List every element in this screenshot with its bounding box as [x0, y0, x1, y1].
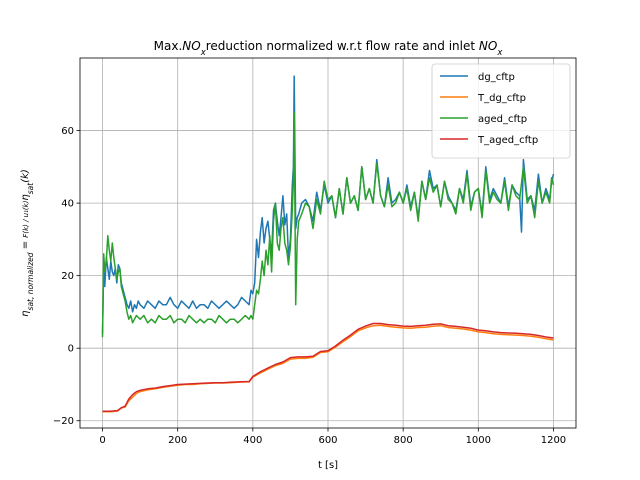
y-tick-label: −20 [53, 416, 74, 427]
ylabel-part: η [20, 194, 31, 200]
x-axis-label: t [s] [318, 460, 338, 471]
legend-box [431, 63, 571, 159]
x-tick-label: 400 [243, 435, 262, 446]
legend-label-aged-cftp: aged_cftp [478, 114, 527, 125]
y-tick-label: 20 [61, 271, 74, 282]
x-tick-label: 1200 [541, 435, 566, 446]
series-line-T-dg-cftp [102, 324, 554, 413]
x-tick-label: 800 [394, 435, 413, 446]
x-tick-label: 1000 [466, 435, 491, 446]
ylabel-part: F(k) / u₁(k) [22, 200, 30, 237]
legend-label-T-aged-cftp: T_aged_cftp [477, 135, 538, 146]
title-part: x [200, 48, 207, 58]
x-tick-label: 200 [168, 435, 187, 446]
x-tick-label: 0 [99, 435, 105, 446]
title-part: NO [182, 39, 200, 53]
y-axis-label-text: ηsat, normalized = F(k) / u₁(k)ηsat(k) [20, 169, 35, 317]
ylabel-part: η [20, 310, 31, 316]
ylabel-part: sat [26, 182, 35, 195]
series-line-T-aged-cftp [102, 322, 554, 413]
legend-label-dg-cftp: dg_cftp [478, 72, 515, 83]
y-tick-label: 0 [68, 344, 74, 355]
ylabel-part: (k) [20, 169, 31, 183]
series-lines [101, 75, 555, 413]
legend-label-T-dg-cftp: T_dg_cftp [477, 93, 526, 104]
axis-ticks: 0 200 400 600 800 1000 1200 −20 0 20 40 60 [53, 126, 566, 446]
title-part: reduction normalized w.r.t flow rate and… [206, 39, 479, 53]
title-part: Max. [154, 39, 183, 53]
y-tick-label: 60 [61, 126, 74, 137]
x-tick-label: 600 [318, 435, 337, 446]
ylabel-part: = [20, 238, 31, 253]
title-part: x [496, 48, 503, 58]
chart-title: Max.NOxreduction normalized w.r.t flow r… [154, 39, 504, 58]
series-line-aged-cftp [101, 111, 555, 338]
ylabel-part: sat, normalized [26, 252, 35, 310]
y-axis-label: ηsat, normalized = F(k) / u₁(k)ηsat(k) [20, 169, 35, 317]
legend: dg_cftp T_dg_cftp aged_cftp T_aged_cftp [431, 63, 571, 159]
y-tick-label: 40 [61, 199, 74, 210]
title-part: NO [479, 39, 497, 53]
